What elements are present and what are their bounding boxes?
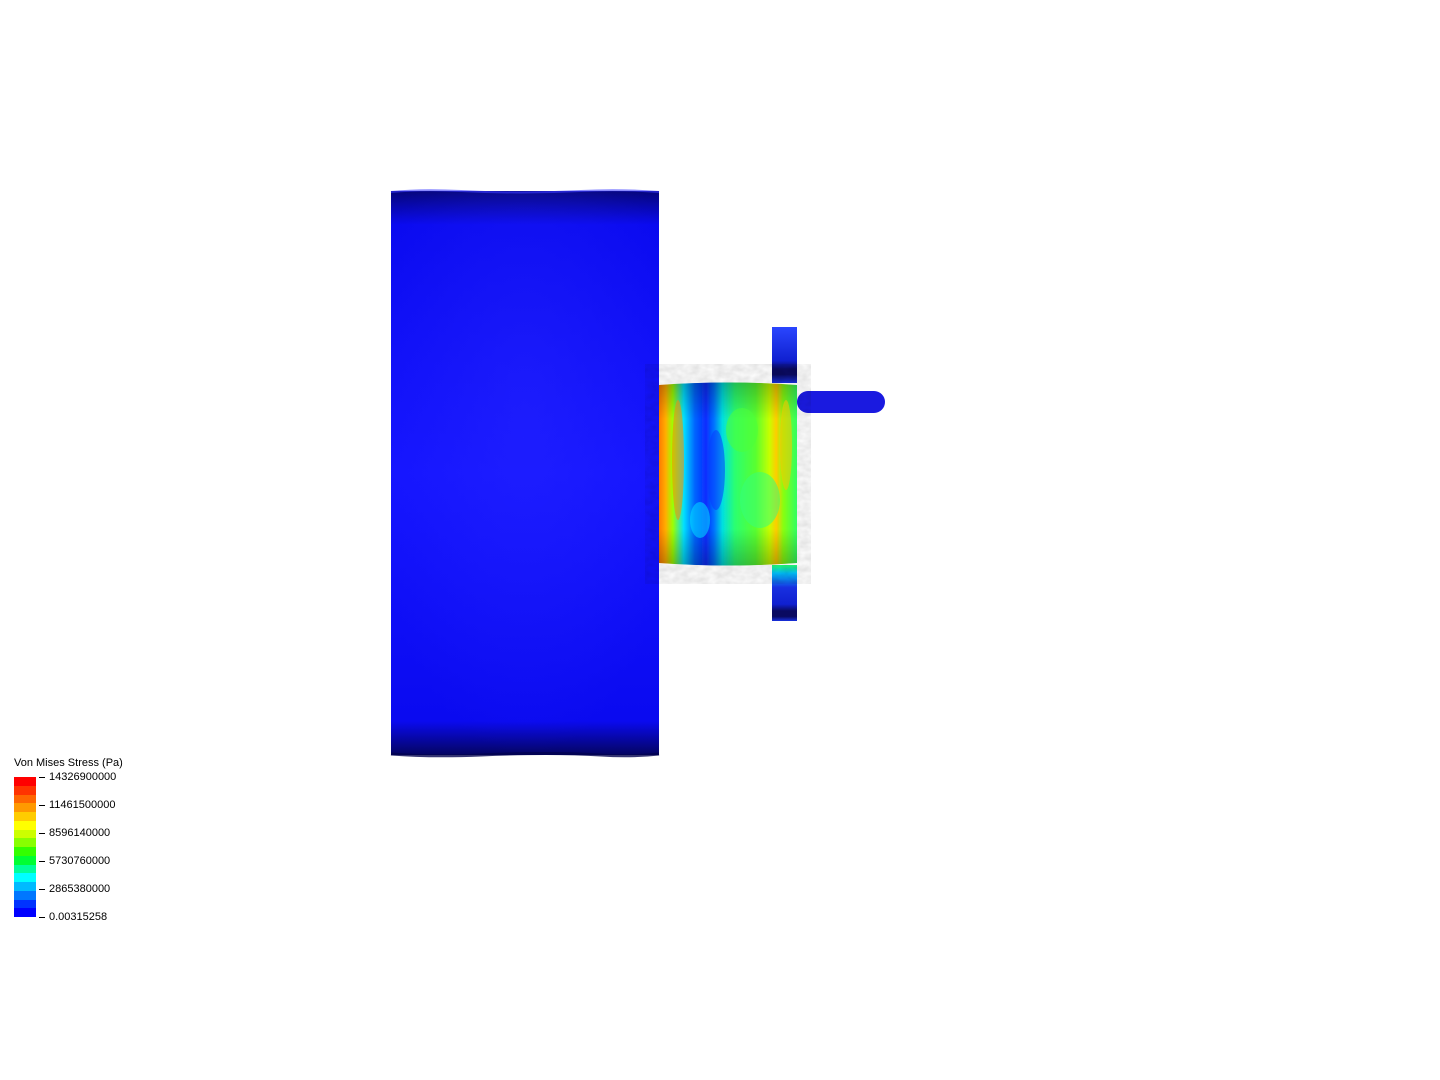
legend-tick-mark xyxy=(39,861,45,862)
legend-body: 1432690000011461500000859614000057307600… xyxy=(14,777,123,917)
legend-tick-label: 5730760000 xyxy=(49,855,110,867)
legend-tick: 14326900000 xyxy=(39,771,116,783)
legend-tick-mark xyxy=(39,805,45,806)
legend-tick-mark xyxy=(39,777,45,778)
legend-title: Von Mises Stress (Pa) xyxy=(14,757,123,769)
legend-colorbar xyxy=(14,777,37,917)
part-main-block xyxy=(391,190,659,756)
legend-tick-label: 2865380000 xyxy=(49,883,110,895)
legend-tick: 2865380000 xyxy=(39,883,110,895)
legend-tick-label: 0.00315258 xyxy=(49,911,107,923)
legend-tick-mark xyxy=(39,889,45,890)
legend-tick: 5730760000 xyxy=(39,855,110,867)
legend-tick-mark xyxy=(39,917,45,918)
part-flange-top xyxy=(772,327,797,383)
legend-tick-label: 11461500000 xyxy=(49,799,115,811)
legend-tick: 11461500000 xyxy=(39,799,115,811)
legend-tick-label: 14326900000 xyxy=(49,771,116,783)
legend-tick: 8596140000 xyxy=(39,827,110,839)
legend: Von Mises Stress (Pa) 14326900000 1146150… xyxy=(14,757,123,917)
fea-render xyxy=(0,0,1440,1080)
legend-tick: 0.00315258 xyxy=(39,911,107,923)
part-connector-barrel xyxy=(659,383,797,566)
part-flange-bottom xyxy=(772,565,797,621)
legend-tick-mark xyxy=(39,833,45,834)
legend-tick-label: 8596140000 xyxy=(49,827,110,839)
part-stub-shaft xyxy=(797,391,885,413)
fea-viewport xyxy=(0,0,1440,1080)
